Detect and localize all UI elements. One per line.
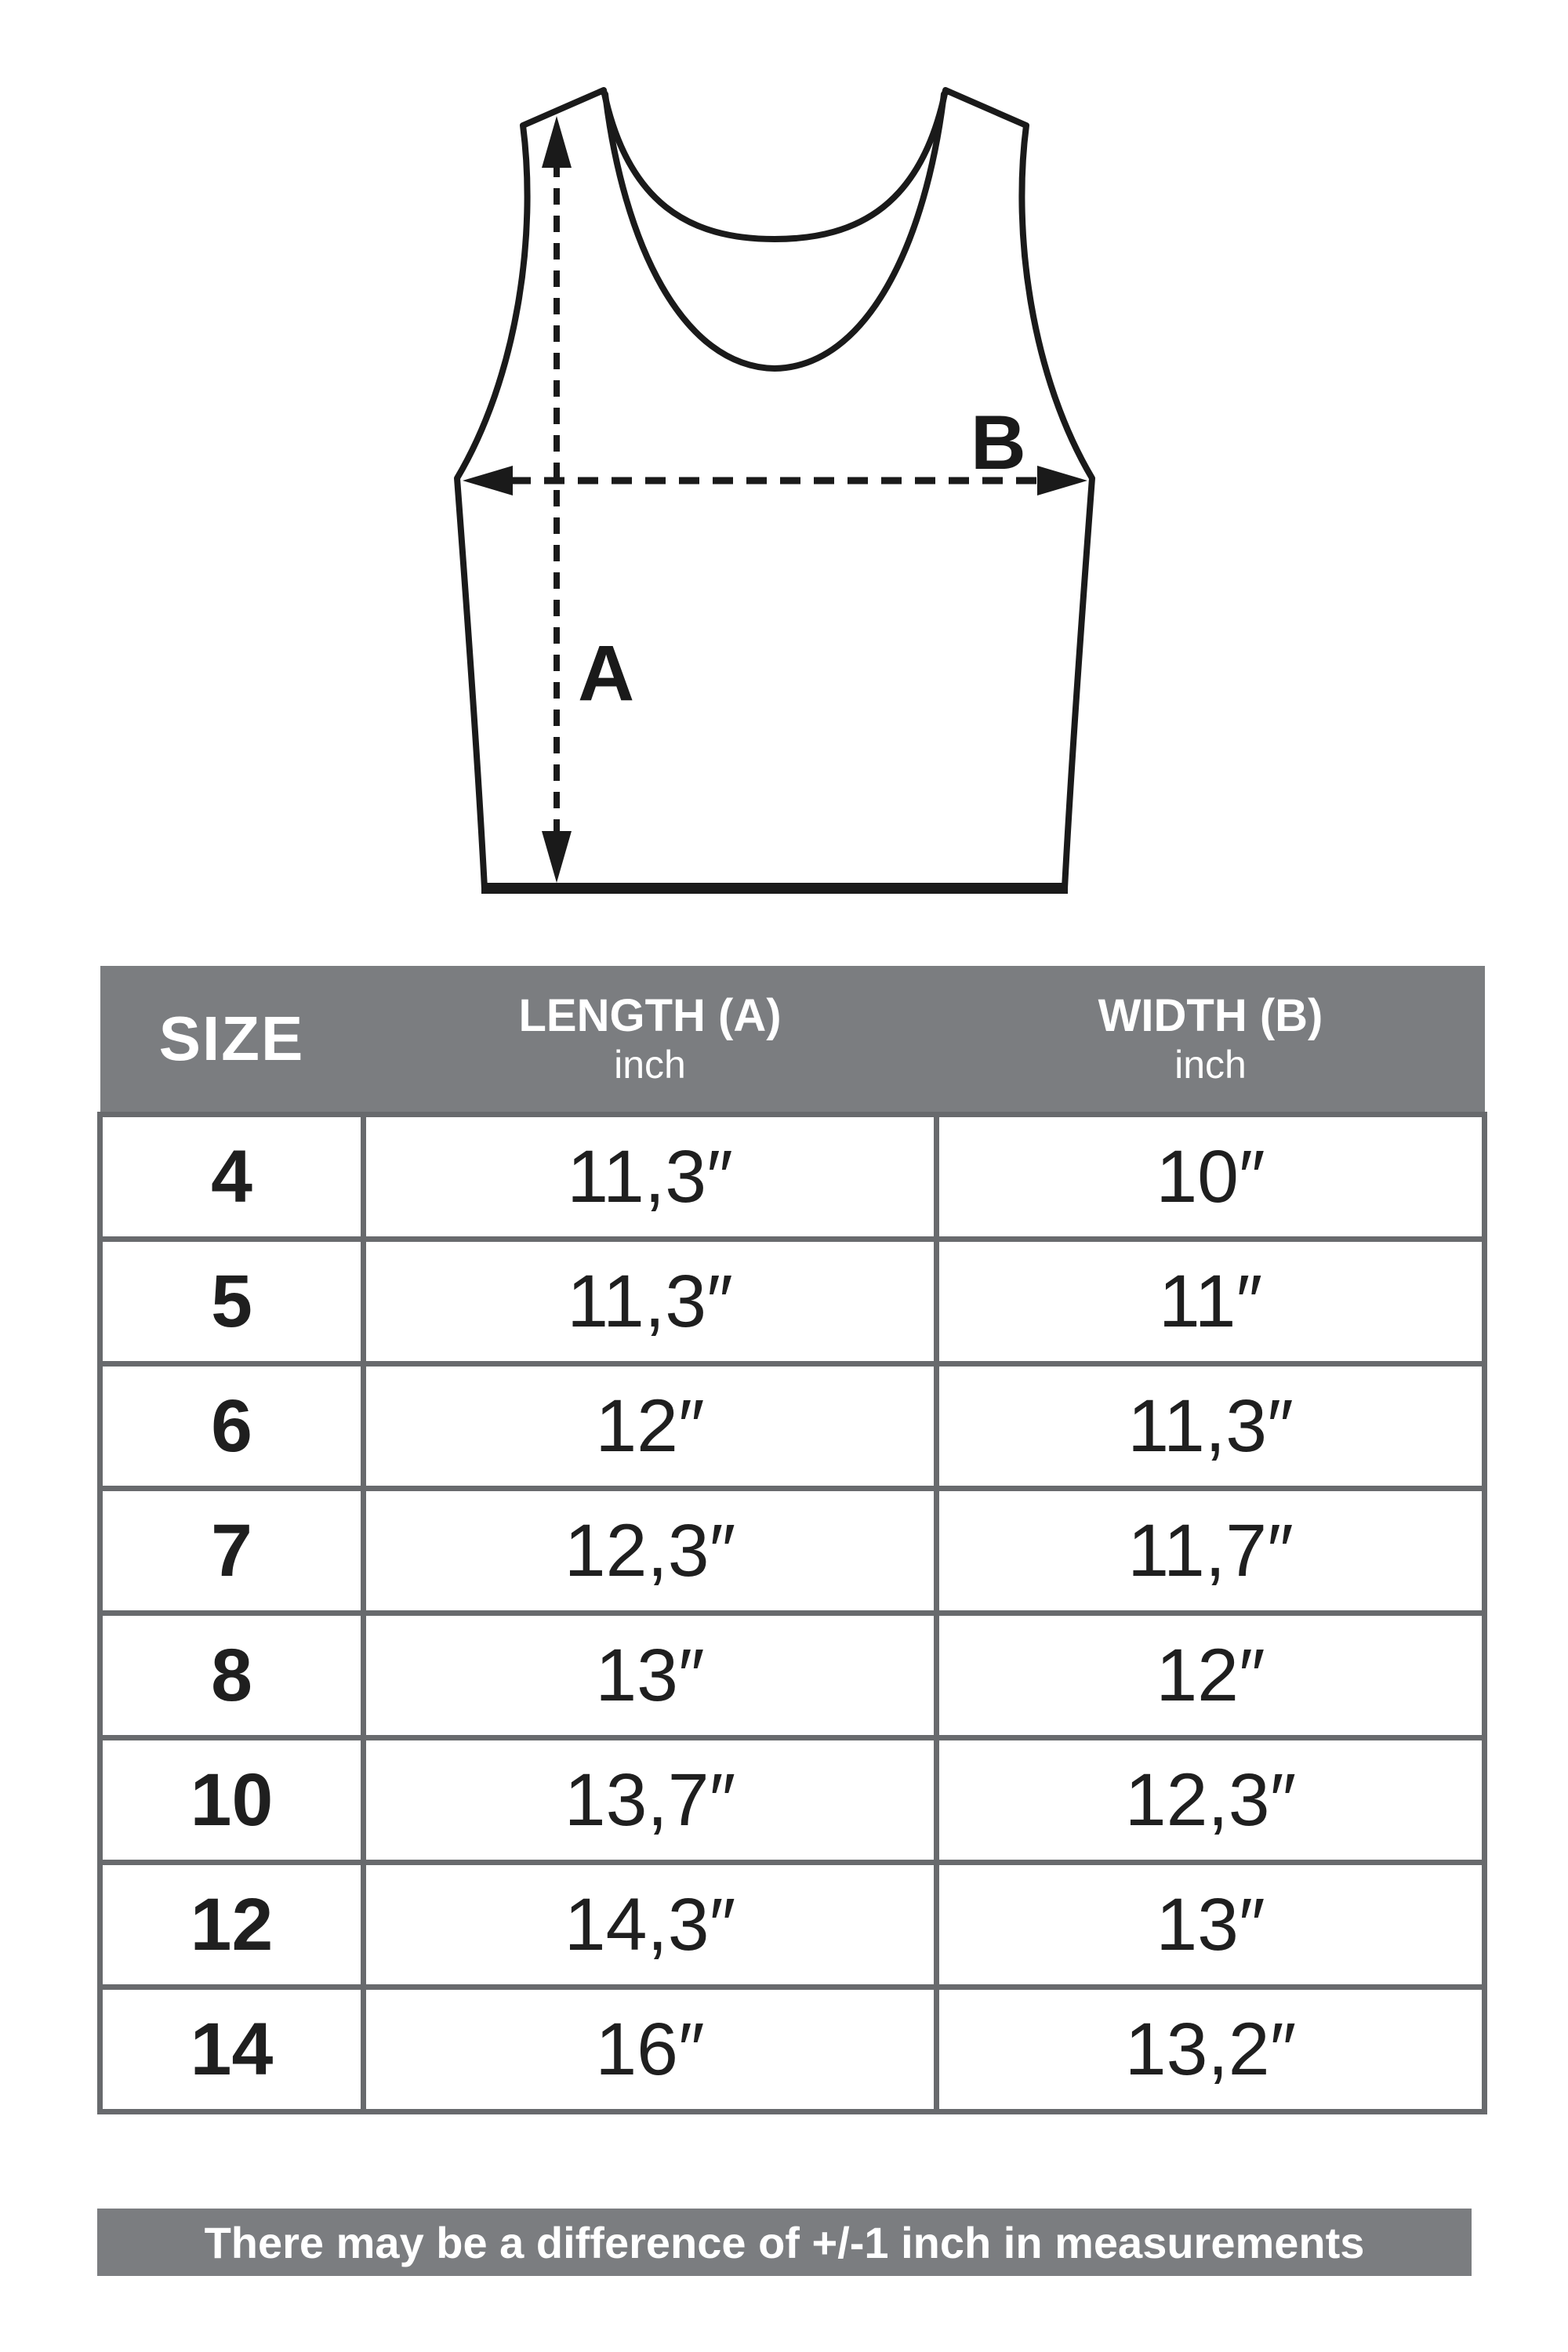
cell-length: 12″: [361, 1361, 939, 1491]
cell-width: 13″: [934, 1860, 1487, 1990]
cell-width: 11,3″: [934, 1361, 1487, 1491]
table-row: 7 12,3″ 11,7″: [97, 1486, 1487, 1616]
length-arrow: [542, 116, 572, 883]
header-length-title: LENGTH (A): [518, 989, 782, 1041]
cell-length: 11,3″: [361, 1236, 939, 1367]
cell-width: 12,3″: [934, 1735, 1487, 1865]
cell-length: 11,3″: [361, 1112, 939, 1242]
table-row: 5 11,3″ 11″: [97, 1236, 1487, 1367]
cell-size: 12: [97, 1860, 366, 1990]
header-width: WIDTH (B) inch: [936, 966, 1485, 1115]
cell-size: 8: [97, 1610, 366, 1740]
width-arrow: [463, 466, 1087, 495]
header-width-unit: inch: [1174, 1042, 1247, 1087]
table-row: 4 11,3″ 10″: [97, 1112, 1487, 1242]
size-table-body: 4 11,3″ 10″ 5 11,3″ 11″ 6 12″ 11,3″ 7 12,3″ 11,7″ 8 1…: [97, 1112, 1487, 2114]
disclaimer-bar: There may be a difference of +/-1 inch i…: [97, 2209, 1472, 2276]
cell-size: 5: [97, 1236, 366, 1367]
header-width-title: WIDTH (B): [1098, 989, 1323, 1041]
table-row: 10 13,7″ 12,3″: [97, 1735, 1487, 1865]
table-row: 12 14,3″ 13″: [97, 1860, 1487, 1990]
cell-length: 14,3″: [361, 1860, 939, 1990]
cell-width: 11,7″: [934, 1486, 1487, 1616]
neckline-inner-curve: [602, 91, 947, 372]
header-size: SIZE: [100, 966, 364, 1115]
cell-length: 13,7″: [361, 1735, 939, 1865]
size-table-header: SIZE LENGTH (A) inch WIDTH (B) inch: [100, 966, 1485, 1115]
cell-size: 4: [97, 1112, 366, 1242]
cell-length: 13″: [361, 1610, 939, 1740]
cell-width: 11″: [934, 1236, 1487, 1367]
table-row: 6 12″ 11,3″: [97, 1361, 1487, 1491]
cell-size: 14: [97, 1984, 366, 2114]
width-label: B: [971, 399, 1026, 485]
cell-size: 7: [97, 1486, 366, 1616]
header-length: LENGTH (A) inch: [363, 966, 937, 1115]
table-row: 14 16″ 13,2″: [97, 1984, 1487, 2114]
cell-width: 10″: [934, 1112, 1487, 1242]
header-length-unit: inch: [614, 1042, 686, 1087]
tank-top-outline: [454, 87, 1095, 891]
length-label: A: [578, 630, 634, 717]
cell-length: 16″: [361, 1984, 939, 2114]
table-row: 8 13″ 12″: [97, 1610, 1487, 1740]
cell-size: 10: [97, 1735, 366, 1865]
cell-length: 12,3″: [361, 1486, 939, 1616]
size-table: SIZE LENGTH (A) inch WIDTH (B) inch 4 11,…: [97, 966, 1487, 2114]
tank-top-diagram: A B: [454, 87, 1095, 894]
cell-size: 6: [97, 1361, 366, 1491]
cell-width: 13,2″: [934, 1984, 1487, 2114]
disclaimer-text: There may be a difference of +/-1 inch i…: [204, 2217, 1365, 2267]
cell-width: 12″: [934, 1610, 1487, 1740]
